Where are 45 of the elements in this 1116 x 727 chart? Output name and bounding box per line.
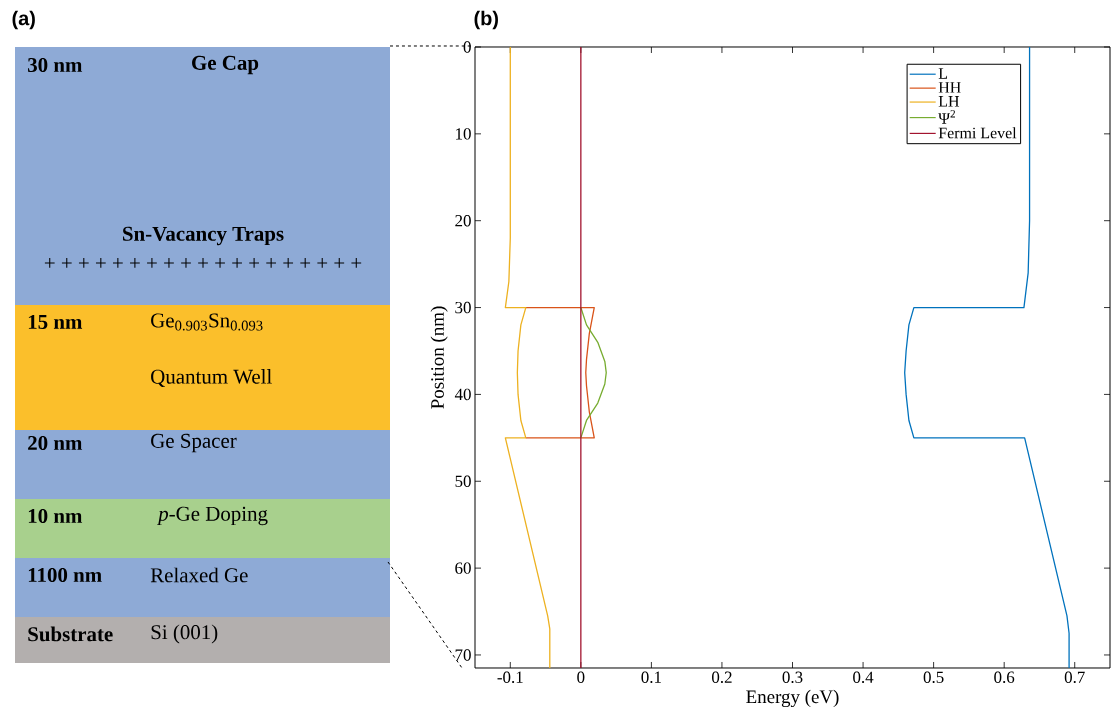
x-axis-title: Energy (eV) (746, 689, 839, 708)
y-tick-label: 50 (455, 475, 471, 487)
text: 15 nm (28, 314, 83, 329)
y-tick-label: 20 (455, 214, 471, 227)
text: 20 nm (28, 435, 83, 451)
text: Substrate (28, 626, 113, 642)
text: Sn-Vacancy Traps (123, 226, 284, 246)
x-tick-label: 0.6 (994, 671, 1015, 684)
text: Relaxed Ge (150, 567, 248, 583)
text: (a) (12, 10, 35, 30)
text: Quantum Well (151, 369, 272, 387)
x-tick-label: 0 (577, 671, 585, 683)
text: + + + + + + + + + + + + + + + + + + + (44, 258, 362, 268)
y-axis-title: Position (nm) (430, 306, 448, 409)
legend-label: Fermi Level (938, 127, 1017, 139)
legend-label: Ψ$^{2}$ (938, 110, 956, 124)
text: Si (001) (151, 624, 218, 644)
text: Ge$_{0.903}$Sn$_{0.093}$ (151, 313, 263, 331)
x-tick-label: 0.4 (853, 671, 874, 684)
x-tick-label: 0.1 (641, 671, 661, 684)
line-series (580, 306, 607, 439)
text: Ge Spacer (151, 433, 237, 453)
line-series (504, 46, 551, 669)
line-series (525, 306, 595, 439)
legend-label: LH (938, 96, 960, 107)
y-tick-label: 60 (455, 562, 471, 574)
line-series (904, 46, 1070, 669)
y-tick-label: 40 (454, 388, 471, 401)
text: Ge Cap (192, 55, 259, 75)
x-tick-label: 0.7 (1064, 671, 1085, 684)
text: 10 nm (28, 508, 83, 524)
text: 30 nm (27, 57, 83, 73)
x-tick-label: -0.1 (497, 671, 523, 684)
x-tick-label: 0.2 (712, 671, 732, 684)
x-tick-label: 0.5 (923, 671, 944, 684)
chart-title: (b) (474, 10, 498, 30)
y-tick-label: 30 (455, 301, 471, 314)
y-tick-label: 70 (455, 649, 471, 661)
y-tick-label: 10 (456, 128, 471, 140)
text: p-Ge Doping (156, 506, 268, 526)
x-tick-label: 0.3 (782, 671, 803, 684)
legend-label: L (938, 68, 948, 79)
legend-label: HH (938, 82, 961, 93)
text: 1100 nm (28, 567, 102, 583)
y-tick-label: 0 (463, 41, 471, 53)
